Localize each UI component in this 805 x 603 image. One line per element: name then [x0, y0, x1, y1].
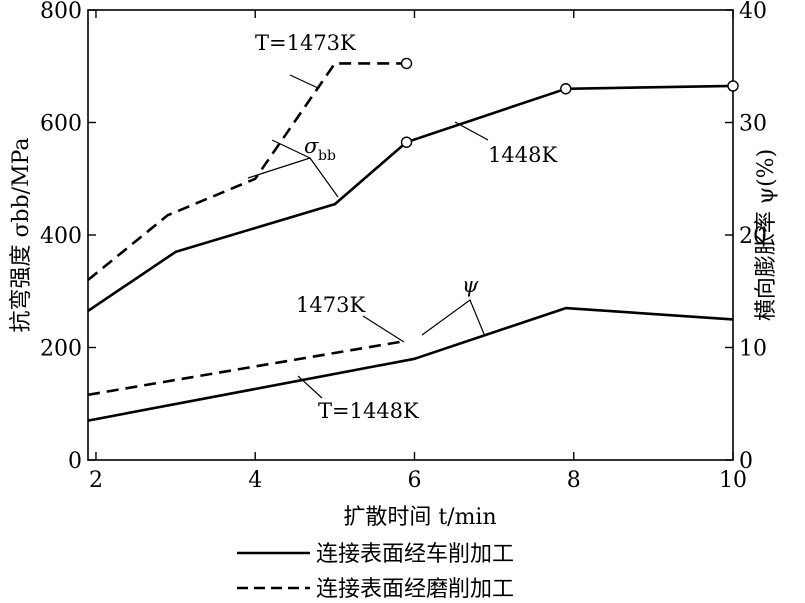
y-left-tick-label: 0	[68, 449, 82, 474]
y-right-tick-label: 0	[739, 449, 753, 474]
y-right-tick-label: 20	[739, 224, 767, 249]
annot-1448k-sigma: 1448K	[488, 143, 557, 167]
data-point-marker	[400, 136, 413, 148]
y-right-tick-label: 30	[739, 112, 767, 137]
leader-1473k-psi	[362, 315, 405, 343]
x-tick-label: 8	[567, 468, 581, 493]
y-left-tick-label: 600	[40, 112, 82, 137]
series-line-1	[87, 62, 407, 282]
y-right-tick-label: 10	[739, 337, 767, 362]
series-markers	[400, 57, 739, 148]
data-point-marker	[560, 83, 572, 95]
series-line-3	[87, 339, 407, 397]
leader-psi	[421, 299, 485, 336]
tick-marks	[88, 9, 734, 461]
annot-1473k-psi: 1473K	[296, 293, 365, 317]
y-axis-left-title: 抗弯强度 σbb/MPa	[9, 137, 34, 332]
leader-1448k	[454, 121, 489, 141]
annot-sigma: σ	[304, 134, 319, 158]
annot-t1473-sigma: T=1473K	[255, 31, 356, 55]
legend: 连接表面经车削加工 连接表面经磨削加工	[237, 542, 514, 602]
annot-t1448-psi: T=1448K	[318, 399, 419, 423]
x-tick-label: 4	[248, 468, 262, 493]
series-lines	[87, 62, 734, 422]
y-left-tick-label: 200	[40, 337, 82, 362]
y-axis-right-title: 横向膨胀率 ψ(%)	[754, 149, 779, 321]
y-left-tick-label: 800	[40, 0, 82, 24]
legend-label-dashed: 连接表面经磨削加工	[316, 577, 514, 602]
x-tick-label: 2	[89, 468, 103, 493]
series-line-2	[87, 306, 734, 422]
y-left-tick-label: 400	[40, 224, 82, 249]
leader-t1448-psi	[297, 375, 323, 399]
annot-psi: ψ	[462, 273, 479, 297]
plot-frame	[87, 9, 734, 461]
x-tick-label: 10	[719, 468, 747, 493]
x-axis-title: 扩散时间 t/min	[343, 505, 496, 530]
series-line-0	[87, 84, 734, 312]
x-tick-label: 6	[407, 468, 421, 493]
leader-t1473-sigma	[289, 74, 319, 89]
leader-sigma-dash	[271, 139, 311, 159]
data-point-marker	[727, 80, 739, 92]
y-right-tick-label: 40	[739, 0, 767, 24]
data-point-marker	[400, 57, 413, 70]
annotation-leaders	[247, 74, 489, 399]
annot-sigma-sub: bb	[318, 148, 336, 164]
legend-label-solid: 连接表面经车削加工	[316, 542, 514, 567]
